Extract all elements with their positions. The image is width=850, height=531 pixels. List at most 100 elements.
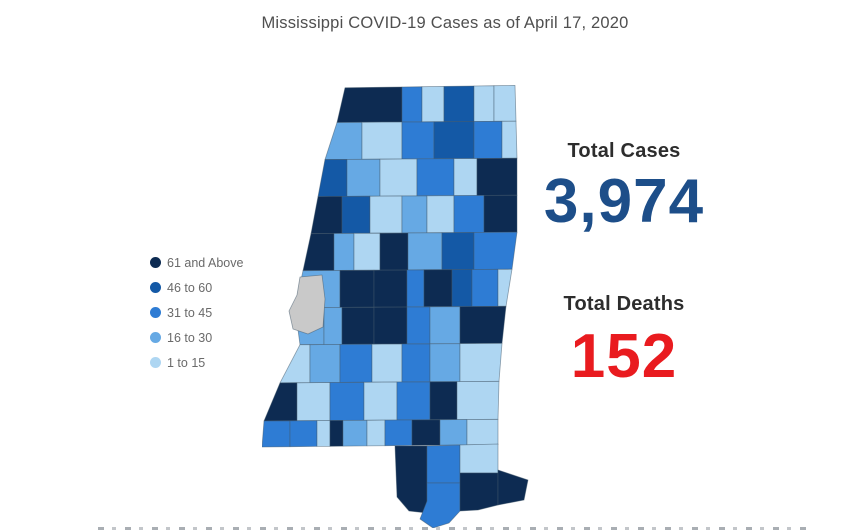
county-shape[interactable] <box>323 306 343 346</box>
county-shape[interactable] <box>466 418 499 446</box>
county-shape[interactable] <box>373 269 408 308</box>
county-shape[interactable] <box>441 232 475 271</box>
legend-dot-icon <box>150 282 161 293</box>
county-shape[interactable] <box>459 472 499 512</box>
county-shape[interactable] <box>289 420 318 448</box>
legend-dot-icon <box>150 307 161 318</box>
legend-label: 1 to 15 <box>167 355 206 370</box>
county-shape[interactable] <box>497 268 513 307</box>
legend-label: 46 to 60 <box>167 280 213 295</box>
county-shape[interactable] <box>279 344 311 384</box>
county-shape[interactable] <box>288 274 326 335</box>
county-shape[interactable] <box>373 306 408 345</box>
county-shape[interactable] <box>324 121 363 160</box>
choropleth-svg <box>262 85 529 528</box>
county-shape[interactable] <box>451 269 473 308</box>
county-shape[interactable] <box>379 232 409 271</box>
county-shape[interactable] <box>394 445 428 514</box>
county-shape[interactable] <box>384 419 413 447</box>
mississippi-county-map[interactable] <box>262 83 542 528</box>
county-shape[interactable] <box>336 86 403 123</box>
county-shape[interactable] <box>341 306 375 345</box>
total-deaths-label: Total Deaths <box>563 293 685 315</box>
county-shape[interactable] <box>406 269 425 308</box>
county-shape[interactable] <box>333 232 355 271</box>
legend-dot-icon <box>150 257 161 268</box>
total-cases-label: Total Cases <box>567 140 681 162</box>
page-title: Mississippi COVID-19 Cases as of April 1… <box>261 14 629 32</box>
county-shape[interactable] <box>407 232 443 271</box>
county-shape[interactable] <box>429 343 461 383</box>
county-shape[interactable] <box>317 159 348 197</box>
county-shape[interactable] <box>310 196 343 235</box>
county-shape[interactable] <box>416 158 455 197</box>
legend-label: 61 and Above <box>167 255 244 270</box>
county-shape[interactable] <box>339 269 375 308</box>
county-shape[interactable] <box>473 120 503 159</box>
county-shape[interactable] <box>426 195 455 234</box>
legend-dot-icon <box>150 357 161 368</box>
county-shape[interactable] <box>329 381 365 421</box>
county-shape[interactable] <box>341 195 371 234</box>
county-shape[interactable] <box>309 343 341 384</box>
legend-item[interactable]: 31 to 45 <box>150 300 243 325</box>
legend-item[interactable]: 1 to 15 <box>150 350 243 375</box>
county-shape[interactable] <box>369 195 403 234</box>
county-shape[interactable] <box>406 306 431 345</box>
legend-item[interactable]: 16 to 30 <box>150 325 243 350</box>
county-shape[interactable] <box>433 121 475 160</box>
county-shape[interactable] <box>353 232 381 271</box>
county-shape[interactable] <box>459 305 507 345</box>
legend-item[interactable]: 61 and Above <box>150 250 243 275</box>
county-shape[interactable] <box>476 157 518 196</box>
county-shape[interactable] <box>371 343 403 383</box>
county-shape[interactable] <box>501 120 518 159</box>
county-shape[interactable] <box>483 194 518 233</box>
county-shape[interactable] <box>316 420 331 447</box>
county-shape[interactable] <box>401 121 435 160</box>
county-shape[interactable] <box>329 419 344 447</box>
legend-label: 16 to 30 <box>167 330 213 345</box>
county-shape[interactable] <box>401 195 428 234</box>
county-shape[interactable] <box>401 343 431 383</box>
county-shape[interactable] <box>497 469 529 506</box>
county-shape[interactable] <box>342 419 368 447</box>
legend-dot-icon <box>150 332 161 343</box>
county-shape[interactable] <box>421 86 445 123</box>
legend-item[interactable]: 46 to 60 <box>150 275 243 300</box>
county-shape[interactable] <box>456 380 500 421</box>
stats-panel: Total Cases 3,974 Total Deaths 152 <box>538 140 710 388</box>
county-shape[interactable] <box>493 85 517 122</box>
county-shape[interactable] <box>339 343 373 383</box>
county-shape[interactable] <box>366 419 386 447</box>
county-shape[interactable] <box>443 85 475 123</box>
county-shape[interactable] <box>411 419 441 446</box>
county-shape[interactable] <box>396 381 431 421</box>
county-shape[interactable] <box>361 121 403 160</box>
cropped-bottom-text <box>98 527 810 530</box>
total-cases-value: 3,974 <box>543 167 705 236</box>
legend-label: 31 to 45 <box>167 305 213 320</box>
county-shape[interactable] <box>302 233 335 272</box>
county-shape[interactable] <box>453 158 478 196</box>
county-shape[interactable] <box>429 306 461 345</box>
county-shape[interactable] <box>459 443 499 474</box>
county-shape[interactable] <box>429 381 458 421</box>
county-shape[interactable] <box>401 86 423 123</box>
county-shape[interactable] <box>263 382 298 422</box>
county-shape[interactable] <box>453 195 485 234</box>
county-shape[interactable] <box>459 342 503 383</box>
county-shape[interactable] <box>346 158 381 197</box>
county-shape[interactable] <box>473 231 518 270</box>
county-shape[interactable] <box>473 85 495 122</box>
county-shape[interactable] <box>423 269 453 308</box>
total-deaths-value: 152 <box>570 322 678 391</box>
county-shape[interactable] <box>439 419 468 446</box>
county-shape[interactable] <box>363 381 398 421</box>
county-shape[interactable] <box>379 158 418 197</box>
county-shape[interactable] <box>471 268 499 307</box>
county-shape[interactable] <box>296 382 331 422</box>
map-legend: 61 and Above 46 to 60 31 to 45 16 to 30 1 to… <box>150 250 243 375</box>
county-shape[interactable] <box>262 420 291 448</box>
county-shape[interactable] <box>426 444 461 484</box>
